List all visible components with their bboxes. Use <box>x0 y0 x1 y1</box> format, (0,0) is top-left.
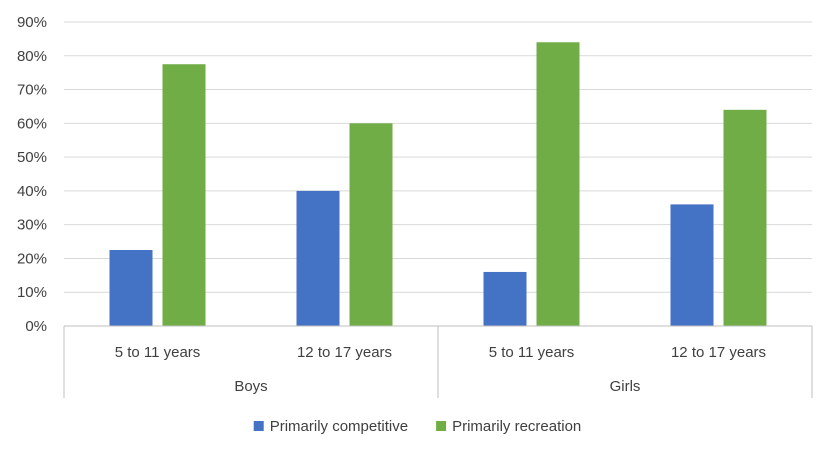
bar-primarily-recreation <box>723 109 767 326</box>
x-axis-group-labels: Boys Girls <box>234 378 640 395</box>
x-category-label: 12 to 17 years <box>671 344 766 361</box>
x-axis-category-labels: 5 to 11 years 12 to 17 years 5 to 11 years… <box>115 344 766 361</box>
bar-primarily-recreation <box>162 64 206 326</box>
legend-swatch-primarily-competitive <box>253 421 264 431</box>
legend-label-primarily-recreation: Primarily recreation <box>452 418 581 435</box>
x-axis <box>63 325 813 398</box>
bar-primarily-competitive <box>109 250 153 326</box>
y-tick-label: 70% <box>17 82 47 99</box>
x-category-label: 5 to 11 years <box>489 344 575 361</box>
y-tick-label: 40% <box>17 183 47 200</box>
y-tick-label: 20% <box>17 250 47 267</box>
y-tick-label: 0% <box>25 318 47 335</box>
bar-primarily-competitive <box>670 204 714 326</box>
x-group-label: Boys <box>234 378 267 395</box>
legend: Primarily competitive Primarily recreatio… <box>253 418 581 435</box>
bar-primarily-competitive <box>483 271 527 326</box>
x-category-label: 5 to 11 years <box>115 344 201 361</box>
x-group-label: Girls <box>610 378 641 395</box>
y-axis-tick-labels: 0% 10% 20% 30% 40% 50% 60% 70% 80% 90% <box>17 14 47 335</box>
y-tick-label: 10% <box>17 284 47 301</box>
bar-primarily-competitive <box>296 190 340 326</box>
bar-primarily-recreation <box>349 123 393 326</box>
y-tick-label: 60% <box>17 115 47 132</box>
bar-primarily-recreation <box>536 42 580 327</box>
legend-swatch-primarily-recreation <box>436 421 447 431</box>
y-tick-label: 80% <box>17 48 47 65</box>
bars <box>109 42 767 327</box>
y-tick-label: 30% <box>17 217 47 234</box>
y-tick-label: 50% <box>17 149 47 166</box>
legend-label-primarily-competitive: Primarily competitive <box>270 418 408 435</box>
y-tick-label: 90% <box>17 14 47 31</box>
x-category-label: 12 to 17 years <box>297 344 392 361</box>
